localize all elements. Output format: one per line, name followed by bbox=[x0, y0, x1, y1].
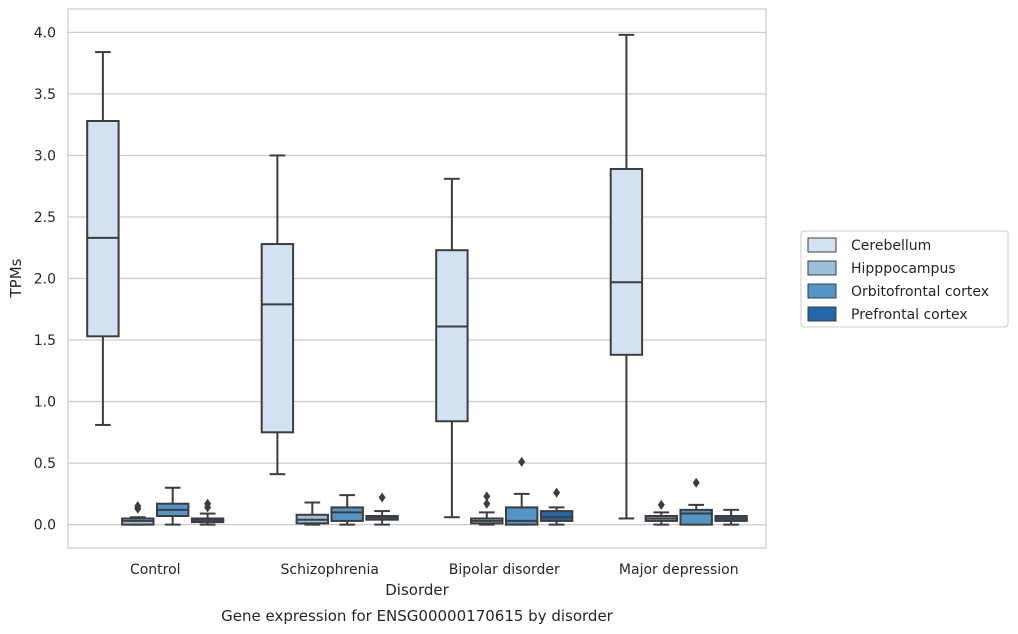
box-group bbox=[155, 486, 190, 526]
legend-swatch bbox=[807, 260, 837, 276]
outlier-point bbox=[657, 499, 665, 510]
box-group bbox=[86, 51, 120, 426]
boxes bbox=[86, 33, 748, 526]
legend-swatch bbox=[807, 237, 837, 253]
x-tick-label: Schizophrenia bbox=[281, 562, 379, 578]
box-group bbox=[190, 498, 225, 526]
x-tick-labels: Control Schizophrenia Bipolar disorder Majo… bbox=[130, 562, 739, 578]
box bbox=[435, 249, 469, 423]
y-tick-labels: 0.0 0.5 1.0 1.5 2.0 2.5 3.0 3.5 4.0 bbox=[34, 25, 56, 533]
box-group bbox=[365, 492, 399, 526]
y-tick-label: 1.0 bbox=[34, 395, 56, 411]
box bbox=[86, 119, 120, 338]
box-group bbox=[679, 477, 713, 526]
outlier-point bbox=[483, 491, 491, 502]
outlier-point bbox=[134, 501, 142, 512]
y-tick-label: 0.0 bbox=[34, 518, 56, 534]
box-group bbox=[295, 501, 330, 526]
grid-lines bbox=[68, 31, 766, 526]
y-tick-label: 3.0 bbox=[34, 148, 56, 164]
outlier-point bbox=[692, 477, 700, 488]
legend-label: Prefrontal cortex bbox=[851, 307, 968, 323]
legend-label: Orbitofrontal cortex bbox=[851, 284, 989, 300]
legend-label: Hipppocampus bbox=[851, 261, 956, 277]
y-tick-label: 2.5 bbox=[34, 210, 56, 226]
box-group bbox=[714, 508, 748, 526]
box bbox=[539, 510, 574, 522]
box-group bbox=[609, 33, 644, 520]
box bbox=[609, 167, 644, 356]
outlier-point bbox=[378, 492, 386, 503]
chart-caption: Gene expression for ENSG00000170615 by d… bbox=[221, 607, 614, 625]
outlier-point bbox=[483, 498, 491, 509]
box-group bbox=[470, 491, 504, 526]
y-tick-label: 4.0 bbox=[34, 25, 56, 41]
outlier-point bbox=[553, 487, 561, 498]
box-group bbox=[435, 177, 469, 519]
x-tick-label: Major depression bbox=[619, 562, 739, 578]
box-group bbox=[330, 494, 364, 526]
x-tick-label: Control bbox=[130, 562, 181, 578]
y-axis-label: TPMs bbox=[7, 258, 25, 298]
box-group bbox=[121, 501, 155, 526]
y-tick-label: 3.5 bbox=[34, 87, 56, 103]
box-group bbox=[504, 456, 539, 526]
y-tick-label: 0.5 bbox=[34, 456, 56, 472]
y-tick-label: 1.5 bbox=[34, 333, 56, 349]
x-axis-label: Disorder bbox=[385, 581, 449, 599]
box bbox=[504, 506, 539, 526]
legend: Cerebellum Hipppocampus Orbitofrontal cort… bbox=[800, 230, 1009, 328]
legend-swatch bbox=[807, 283, 837, 299]
legend-items: Cerebellum Hipppocampus Orbitofrontal cort… bbox=[807, 237, 989, 323]
legend-label: Cerebellum bbox=[851, 238, 931, 254]
box bbox=[330, 506, 364, 522]
outlier-point bbox=[518, 456, 526, 467]
outlier-point bbox=[204, 498, 212, 509]
box-group bbox=[644, 499, 679, 526]
box-group bbox=[260, 154, 295, 476]
y-tick-label: 2.0 bbox=[34, 272, 56, 288]
box bbox=[679, 508, 713, 526]
box bbox=[260, 243, 295, 434]
legend-frame bbox=[800, 230, 1009, 328]
box-group bbox=[539, 487, 574, 526]
legend-swatch bbox=[807, 306, 837, 322]
x-tick-label: Bipolar disorder bbox=[449, 562, 560, 578]
